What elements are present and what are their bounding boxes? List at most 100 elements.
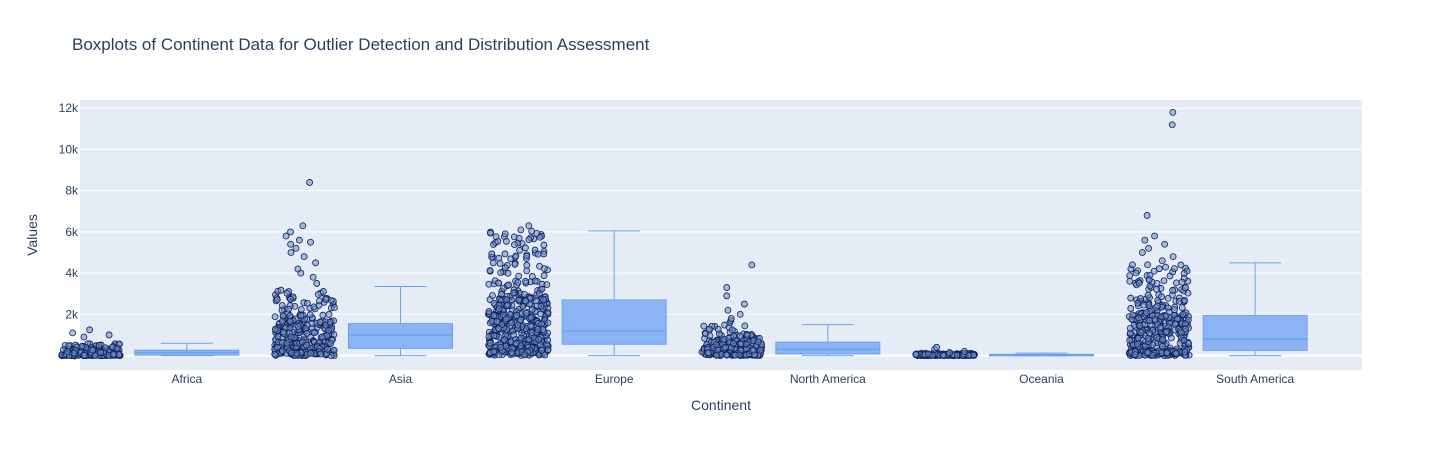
sample-point xyxy=(489,292,496,299)
sample-point xyxy=(713,351,720,359)
sample-point xyxy=(523,261,531,269)
sample-point xyxy=(1149,341,1156,349)
x-tick-labels: Africa Asia Europe North America Oceania Sout… xyxy=(171,372,1294,386)
sample-point xyxy=(495,305,503,313)
sample-point xyxy=(510,233,518,241)
sample-point xyxy=(486,267,494,274)
sample-point xyxy=(720,335,728,343)
sample-point xyxy=(1150,267,1158,275)
sample-point xyxy=(714,325,722,333)
sample-point xyxy=(731,351,739,359)
sample-point xyxy=(490,312,498,320)
outlier-point xyxy=(307,238,314,246)
sample-point xyxy=(1181,296,1188,304)
sample-point xyxy=(538,285,546,293)
outlier-point xyxy=(740,300,748,308)
sample-point xyxy=(510,289,517,297)
outlier-point xyxy=(1158,257,1166,265)
sample-point xyxy=(486,339,494,347)
sample-point xyxy=(1142,309,1150,316)
sample-point xyxy=(294,323,302,330)
sample-point xyxy=(730,332,738,340)
outlier-point xyxy=(294,265,302,273)
sample-point xyxy=(525,236,533,243)
outlier-point xyxy=(287,240,295,248)
sample-point xyxy=(522,297,530,305)
outlier-point xyxy=(1141,236,1149,244)
sample-point xyxy=(303,329,311,337)
sample-point xyxy=(1156,324,1164,331)
sample-point xyxy=(115,351,123,358)
sample-point xyxy=(1159,342,1166,350)
sample-point xyxy=(1126,324,1134,332)
sample-point xyxy=(730,339,737,347)
sample-point xyxy=(544,346,552,354)
outlier-point xyxy=(525,222,533,230)
sample-point xyxy=(1172,279,1180,287)
sample-point xyxy=(317,350,325,358)
outlier-point xyxy=(300,253,308,261)
sample-point xyxy=(1169,286,1177,294)
sample-point xyxy=(492,233,500,241)
outlier-point xyxy=(748,261,756,269)
sample-point xyxy=(511,260,519,268)
sample-point xyxy=(1126,277,1134,285)
sample-point xyxy=(288,349,296,357)
sample-point xyxy=(1135,314,1143,322)
x-tick-label: North America xyxy=(790,372,866,386)
sample-point xyxy=(528,329,536,337)
sample-point xyxy=(495,351,503,359)
outlier-point xyxy=(1168,121,1176,129)
sample-point xyxy=(520,290,528,298)
sample-point xyxy=(1154,302,1161,310)
sample-point xyxy=(497,343,505,351)
outlier-point xyxy=(1169,253,1177,261)
outlier-point xyxy=(295,236,303,244)
outlier-point xyxy=(80,333,88,341)
y-tick-label: 8k xyxy=(65,184,79,198)
outlier-point xyxy=(105,331,113,339)
sample-point xyxy=(1160,277,1168,285)
sample-point xyxy=(274,333,282,340)
sample-point xyxy=(271,350,279,358)
box xyxy=(775,341,881,355)
sample-point xyxy=(502,315,510,323)
box-trace-south-america xyxy=(1125,108,1308,359)
sample-point xyxy=(1181,348,1189,356)
outlier-point xyxy=(312,259,319,267)
sample-point xyxy=(540,296,547,304)
sample-point xyxy=(535,335,543,343)
sample-point xyxy=(330,304,338,311)
sample-point xyxy=(325,311,333,318)
outlier-point xyxy=(306,179,313,186)
sample-point xyxy=(326,318,334,326)
box-traces xyxy=(58,108,1308,359)
sample-point xyxy=(274,343,281,351)
sample-point xyxy=(544,309,552,317)
outlier-point xyxy=(1151,232,1158,240)
sample-point xyxy=(743,331,751,339)
sample-point xyxy=(316,297,323,305)
sample-point xyxy=(737,340,745,348)
sample-point xyxy=(543,281,551,289)
sample-point xyxy=(1178,304,1186,311)
sample-point xyxy=(511,241,518,249)
x-axis-title: Continent xyxy=(691,397,751,413)
sample-point xyxy=(536,262,543,270)
sample-point xyxy=(95,341,103,349)
outlier-point xyxy=(69,329,77,337)
outlier-point xyxy=(723,292,731,300)
sample-point xyxy=(308,320,316,328)
sample-point xyxy=(539,326,547,334)
sample-point xyxy=(306,311,314,319)
sample-point xyxy=(540,250,548,258)
sample-point xyxy=(1159,336,1166,343)
sample-point xyxy=(505,281,513,289)
outlier-point xyxy=(309,273,317,281)
outlier-point xyxy=(517,226,525,234)
sample-point xyxy=(705,325,713,333)
sample-point xyxy=(273,296,281,304)
sample-point xyxy=(528,306,536,313)
outlier-point xyxy=(86,326,94,334)
box-trace-europe xyxy=(485,222,667,359)
